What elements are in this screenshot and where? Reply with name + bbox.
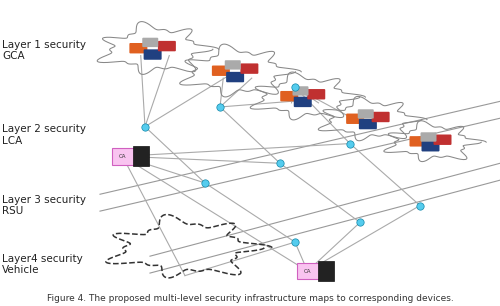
FancyBboxPatch shape: [133, 146, 149, 166]
Text: Figure 4. The proposed multi-level security infrastructure maps to corresponding: Figure 4. The proposed multi-level secur…: [46, 294, 454, 303]
FancyBboxPatch shape: [112, 148, 134, 165]
Point: [201, 181, 209, 185]
FancyBboxPatch shape: [359, 119, 377, 129]
FancyBboxPatch shape: [294, 97, 312, 107]
FancyBboxPatch shape: [358, 109, 374, 119]
Text: Layer 2 security
LCA: Layer 2 security LCA: [2, 124, 86, 146]
FancyBboxPatch shape: [372, 112, 390, 122]
Point: [276, 161, 284, 166]
Point: [416, 203, 424, 208]
FancyBboxPatch shape: [280, 91, 298, 101]
FancyBboxPatch shape: [142, 38, 158, 47]
FancyBboxPatch shape: [240, 63, 258, 74]
Point: [291, 240, 299, 244]
FancyBboxPatch shape: [144, 49, 162, 60]
FancyBboxPatch shape: [292, 86, 308, 96]
Text: Layer4 security
Vehicle: Layer4 security Vehicle: [2, 254, 83, 275]
FancyBboxPatch shape: [346, 114, 364, 124]
FancyBboxPatch shape: [410, 136, 428, 147]
Point: [291, 85, 299, 90]
FancyBboxPatch shape: [434, 135, 452, 145]
Point: [216, 105, 224, 110]
Text: CA: CA: [304, 269, 311, 274]
FancyBboxPatch shape: [130, 43, 148, 54]
Point: [346, 141, 354, 146]
FancyBboxPatch shape: [296, 263, 318, 279]
Text: Layer 3 security
RSU: Layer 3 security RSU: [2, 195, 86, 216]
FancyBboxPatch shape: [420, 132, 436, 142]
FancyBboxPatch shape: [212, 65, 230, 76]
Text: CA: CA: [119, 154, 126, 159]
Point: [356, 220, 364, 225]
FancyBboxPatch shape: [226, 72, 244, 82]
Point: [141, 124, 149, 129]
FancyBboxPatch shape: [225, 60, 241, 69]
FancyBboxPatch shape: [422, 141, 440, 151]
Text: Layer 1 security
GCA: Layer 1 security GCA: [2, 40, 86, 62]
FancyBboxPatch shape: [158, 41, 176, 51]
FancyBboxPatch shape: [318, 261, 334, 281]
FancyBboxPatch shape: [307, 89, 325, 99]
